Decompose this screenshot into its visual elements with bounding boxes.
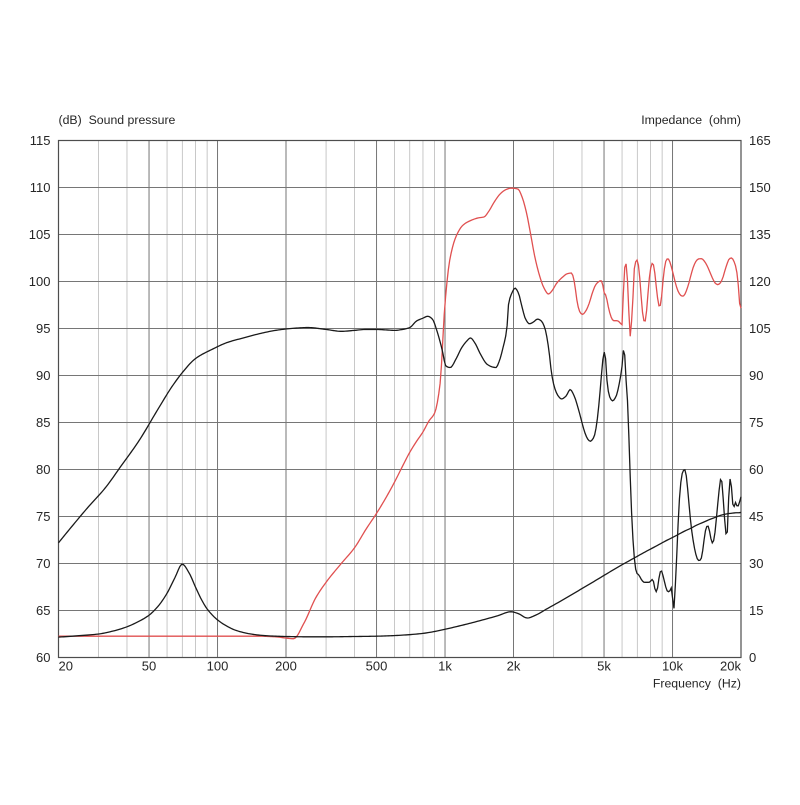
svg-text:1k: 1k [438, 659, 452, 674]
svg-text:20: 20 [59, 659, 73, 674]
svg-text:105: 105 [29, 227, 51, 242]
svg-text:15: 15 [749, 603, 763, 618]
svg-text:100: 100 [29, 274, 51, 289]
svg-text:65: 65 [36, 603, 50, 618]
svg-text:135: 135 [749, 227, 771, 242]
svg-text:105: 105 [749, 321, 771, 336]
svg-text:(dB) Sound pressure: (dB) Sound pressure [59, 113, 176, 127]
svg-text:Frequency (Hz): Frequency (Hz) [653, 677, 741, 691]
svg-text:95: 95 [36, 321, 50, 336]
svg-text:100: 100 [207, 659, 229, 674]
svg-text:60: 60 [749, 462, 763, 477]
svg-text:30: 30 [749, 556, 763, 571]
svg-text:2k: 2k [507, 659, 521, 674]
svg-text:20k: 20k [720, 659, 741, 674]
svg-text:200: 200 [275, 659, 297, 674]
svg-text:60: 60 [36, 650, 50, 665]
svg-text:5k: 5k [597, 659, 611, 674]
svg-text:Impedance (ohm): Impedance (ohm) [641, 113, 741, 127]
svg-text:50: 50 [142, 659, 156, 674]
svg-text:120: 120 [749, 274, 771, 289]
svg-text:165: 165 [749, 133, 771, 148]
svg-text:90: 90 [749, 368, 763, 383]
svg-text:45: 45 [749, 509, 763, 524]
svg-text:500: 500 [366, 659, 388, 674]
svg-text:75: 75 [36, 509, 50, 524]
svg-text:115: 115 [30, 133, 51, 148]
svg-text:75: 75 [749, 415, 763, 430]
svg-text:70: 70 [36, 556, 50, 571]
svg-text:150: 150 [749, 180, 771, 195]
svg-text:80: 80 [36, 462, 50, 477]
svg-text:110: 110 [30, 180, 51, 195]
svg-text:90: 90 [36, 368, 50, 383]
svg-text:85: 85 [36, 415, 50, 430]
svg-text:10k: 10k [662, 659, 683, 674]
svg-text:0: 0 [749, 650, 756, 665]
